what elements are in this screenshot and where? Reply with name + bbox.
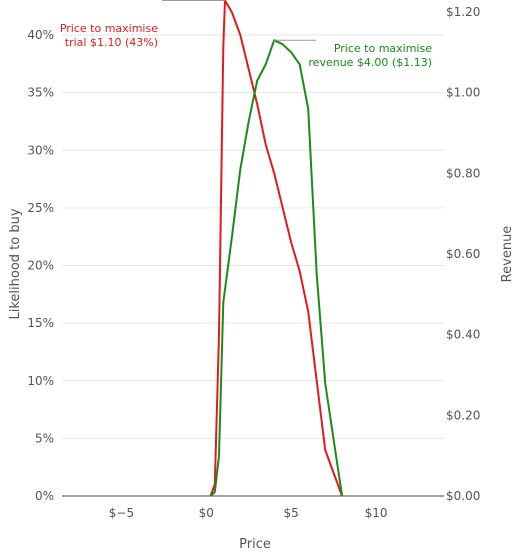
y-tick-label: 20% — [27, 259, 54, 273]
y-axis-title: Likelihood to buy — [8, 208, 23, 319]
x-tick-label: $5 — [284, 506, 299, 520]
x-axis-title: Price — [239, 537, 271, 552]
annotation-label: Price to maximise revenue $4.00 ($1.13) — [308, 42, 432, 69]
series-layer — [209, 0, 344, 497]
y2-tick-label: $0.20 — [446, 408, 480, 422]
y-tick-label: 10% — [27, 374, 54, 388]
axes: 0% 5% 10% 15% 20% 25% 30% 35% 40% $0.00 $0.20 $0.40… — [27, 5, 480, 520]
y2-tick-label: $0.80 — [446, 166, 480, 180]
x-tick-label: $10 — [365, 506, 388, 520]
y-tick-label: 5% — [35, 431, 54, 445]
y2-tick-label: $1.00 — [446, 86, 480, 100]
annotations: Price to maximise trial $1.10 (43%) Price … — [60, 0, 432, 69]
x-tick-label: $0 — [199, 506, 214, 520]
y-tick-label: 25% — [27, 201, 54, 215]
gridlines — [62, 34, 444, 497]
y-tick-label: 40% — [27, 28, 54, 42]
y2-axis-title: Revenue — [500, 226, 515, 283]
y2-tick-label: $0.60 — [446, 247, 480, 261]
annotation-label: Price to maximise trial $1.10 (43%) — [60, 22, 158, 49]
y-tick-label: 0% — [35, 489, 54, 503]
x-tick-label: $−5 — [109, 506, 134, 520]
y2-tick-label: $0.40 — [446, 328, 480, 342]
y-tick-label: 30% — [27, 143, 54, 157]
y2-tick-label: $1.20 — [446, 5, 480, 19]
y-tick-label: 35% — [27, 86, 54, 100]
series-line-1 — [209, 0, 344, 497]
y-tick-label: 15% — [27, 316, 54, 330]
y2-tick-label: $0.00 — [446, 489, 480, 503]
series-line-2 — [209, 39, 344, 497]
